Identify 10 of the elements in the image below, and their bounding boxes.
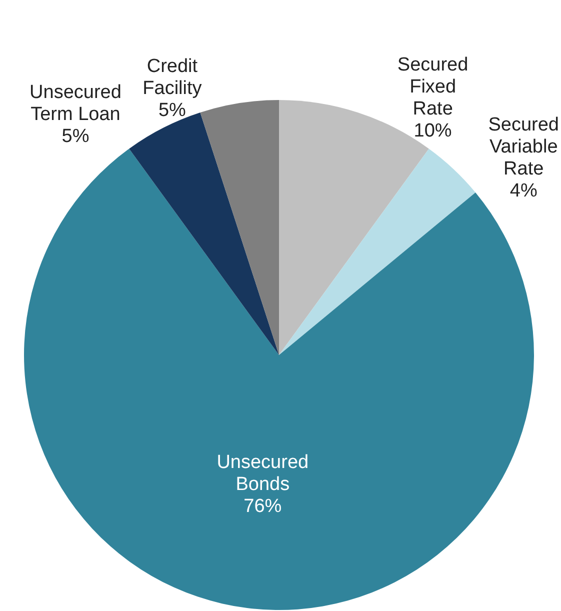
slice-label: Unsecured Bonds	[216, 452, 309, 495]
slice-label: Unsecured Term Loan	[30, 82, 122, 125]
slice-label: Secured Variable Rate	[488, 114, 560, 180]
data-label: 10%	[414, 120, 452, 142]
slice-label: Secured Fixed Rate	[397, 54, 468, 120]
data-label: 4%	[510, 180, 538, 202]
slice-label: Credit Facility	[142, 56, 202, 99]
data-label: 5%	[62, 126, 90, 147]
data-label: 5%	[158, 100, 186, 121]
data-label: 76%	[244, 496, 282, 517]
